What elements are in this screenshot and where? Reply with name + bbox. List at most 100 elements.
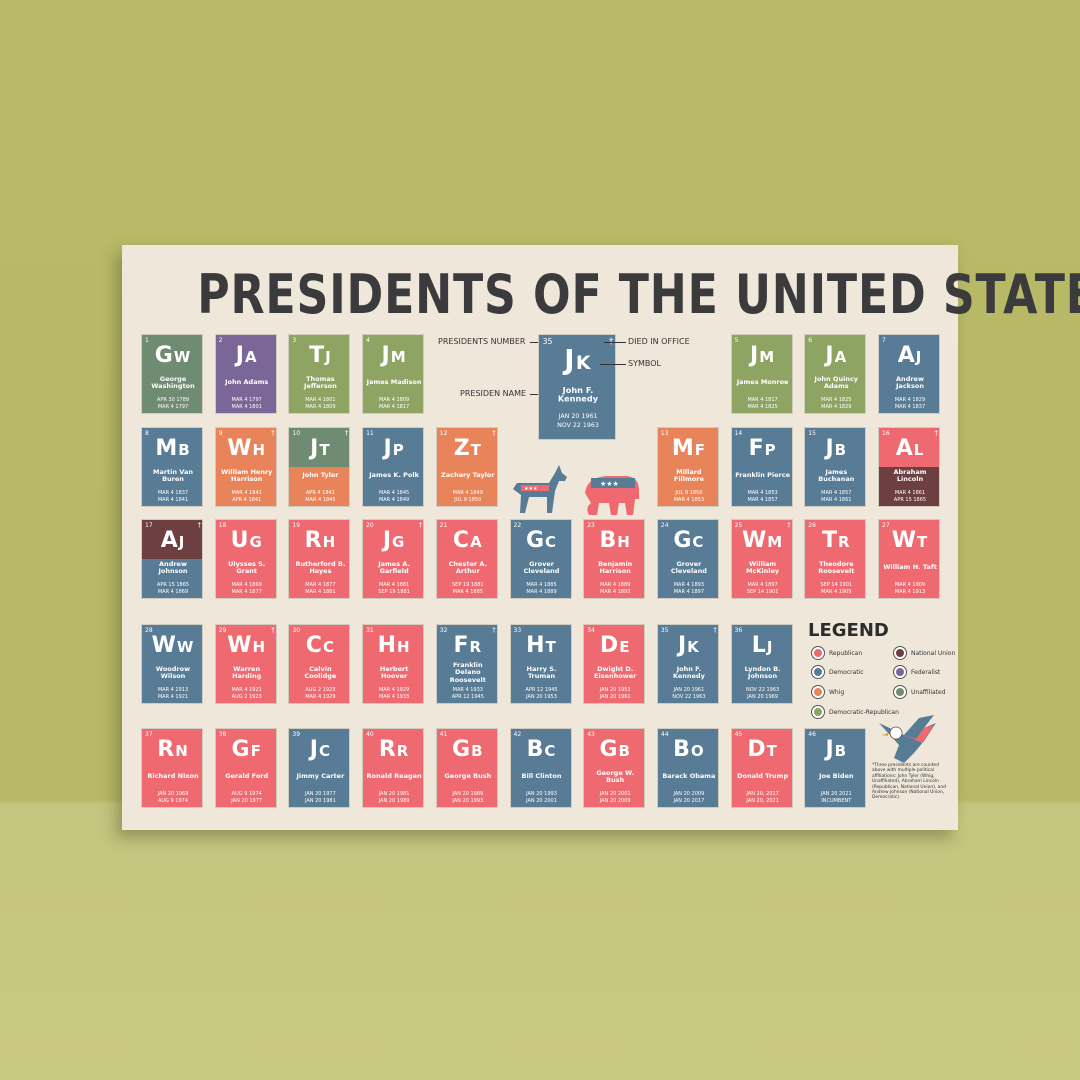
party-fill <box>805 428 866 506</box>
president-tile: 11 JP James K. Polk MAR 4 1845 MAR 4 1849 <box>362 427 425 507</box>
term-start: JAN 20 1961 <box>558 413 598 421</box>
svg-text:★★★: ★★★ <box>524 486 538 492</box>
president-number: 40 <box>366 731 374 738</box>
term-end: MAR 4 1861 <box>821 497 852 503</box>
term-end: MAR 4 1809 <box>305 404 336 410</box>
tile-content: 22 GC Grover Cleveland MAR 4 1885 MAR 4 1889 <box>511 520 571 598</box>
president-number: 23 <box>587 522 595 529</box>
tile-content: 29 † WH Warren Harding MAR 4 1921 AUG 2 1923 <box>216 625 276 703</box>
term-start: MAR 4 1869 <box>231 582 262 588</box>
tile-content: 37 RN Richard Nixon JAN 20 1969 AUG 9 1974 <box>142 729 202 807</box>
eagle <box>879 715 936 763</box>
president-number: 22 <box>513 522 522 529</box>
key-label: DIED IN OFFICE <box>628 337 690 346</box>
party-fill <box>289 467 350 506</box>
legend-swatch <box>894 686 906 698</box>
president-number: 10 <box>292 430 301 437</box>
term-end: NOV 22 1963 <box>557 421 599 430</box>
symbol: TR <box>822 528 851 553</box>
term-start: JAN 20 1993 <box>526 791 557 797</box>
party-fill <box>731 428 792 506</box>
president-name: Franklin Pierce <box>735 471 790 480</box>
term-end: MAR 4 1817 <box>378 404 410 410</box>
party-fill <box>731 625 792 703</box>
president-number: 14 <box>734 430 743 437</box>
term-end: JAN 20 1981 <box>304 798 336 804</box>
symbol: AJ <box>160 528 186 553</box>
term-end: MAR 4 1849 <box>378 497 410 503</box>
president-tile: 41 GB George Bush JAN 20 1989 JAN 20 1993 <box>435 728 498 808</box>
term-end: MAR 4 1829 <box>821 404 852 410</box>
legend-swatch <box>812 686 824 698</box>
president-number: 41 <box>439 731 448 738</box>
legend-swatch <box>812 706 824 718</box>
died-marker: † <box>609 336 613 346</box>
term-start: MAR 4 1893 <box>673 582 705 588</box>
president-tile: 14 FP Franklin Pierce MAR 4 1853 MAR 4 1857 <box>730 427 793 507</box>
term-end: NOV 22 1963 <box>672 694 706 700</box>
president-number: 9 <box>218 430 223 437</box>
term-start: JAN 20 2001 <box>599 791 631 797</box>
term-end: MAR 4 1885 <box>452 589 483 595</box>
term-start: MAR 4 1817 <box>747 397 778 403</box>
term-end: JAN 20 1953 <box>526 694 557 700</box>
president-name: Grover Cleveland <box>523 559 560 575</box>
president-name: Richard Nixon <box>147 772 199 781</box>
term-start: APR 12 1945 <box>525 687 558 693</box>
party-fill <box>142 729 202 807</box>
term-end: MAR 4 1909 <box>821 589 852 595</box>
president-name: William H. Taft <box>883 563 937 572</box>
term-start: MAR 4 1909 <box>894 582 926 588</box>
party-fill <box>657 729 718 807</box>
symbol: JP <box>383 436 405 461</box>
party-fill <box>805 729 866 807</box>
term-end: AUG 2 1923 <box>231 694 262 700</box>
legend-item: National Union <box>894 647 955 659</box>
party-fill <box>879 520 939 598</box>
tile-content: 44 BO Barack Obama JAN 20 2009 JAN 20 2017 <box>658 729 718 807</box>
president-tile: 25 † WM William McKinley MAR 4 1897 SEP 14 19… <box>730 519 793 599</box>
party-fill <box>142 428 202 506</box>
symbol: RN <box>157 737 189 762</box>
president-number: 5 <box>734 337 739 344</box>
symbol: GB <box>452 737 484 762</box>
term-end: MAR 4 1801 <box>231 404 262 410</box>
party-fill <box>436 428 497 506</box>
term-start: MAR 4 1861 <box>894 490 926 496</box>
president-name: George Bush <box>444 772 492 781</box>
president-name: James K. Polk <box>369 471 419 480</box>
term-start: JAN 20 1977 <box>304 791 336 797</box>
symbol: TJ <box>309 343 332 368</box>
title: PRESIDENTS OF THE UNITED STATES <box>197 263 1080 326</box>
president-number: 3 <box>292 337 297 344</box>
president-tile: 34 DE Dwight D. Eisenhower JAN 20 1953 JAN 2… <box>583 624 646 704</box>
tile-content: 13 MF Millard Fillmore JUL 9 1850 MAR 4 1853 <box>658 428 718 506</box>
legend-label: Democratic <box>829 668 864 676</box>
president-name: John Tyler <box>302 471 339 480</box>
legend-label: Democratic-Republican <box>829 708 899 716</box>
president-number: 4 <box>366 337 370 344</box>
president-tile: 21 CA Chester A. Arthur SEP 19 1881 MAR 4 18… <box>435 519 498 599</box>
term-start: MAR 4 1809 <box>378 397 410 403</box>
symbol: GW <box>154 343 192 368</box>
symbol: JG <box>382 528 406 553</box>
tile-content: 14 FP Franklin Pierce MAR 4 1853 MAR 4 1857 <box>732 428 792 506</box>
president-number: 18 <box>218 522 227 529</box>
term-start: JAN 20 1969 <box>157 791 189 797</box>
president-name: Dwight D. Eisenhower <box>594 664 637 680</box>
president-name: James Monroe <box>736 378 789 387</box>
president-tile: 10 † JT John Tyler APR 4 1841 MAR 4 1845 <box>288 427 351 507</box>
tile-content: 31 HH Herbert Hoover MAR 4 1929 MAR 4 1933 <box>363 625 423 703</box>
term-start: MAR 4 1885 <box>526 582 557 588</box>
term-start: MAR 4 1849 <box>452 490 483 496</box>
president-name: Woodrow Wilson <box>155 664 191 680</box>
term-end: APR 15 1865 <box>893 497 927 503</box>
president-name: Ronald Reagan <box>366 772 422 781</box>
symbol: GF <box>231 737 262 762</box>
leader-line <box>600 364 626 365</box>
tile-content: 1 GW George Washington APR 30 1789 MAR 4 179… <box>142 335 202 413</box>
died-marker: † <box>713 626 717 634</box>
tile-content: 24 GC Grover Cleveland MAR 4 1893 MAR 4 1897 <box>658 520 718 598</box>
